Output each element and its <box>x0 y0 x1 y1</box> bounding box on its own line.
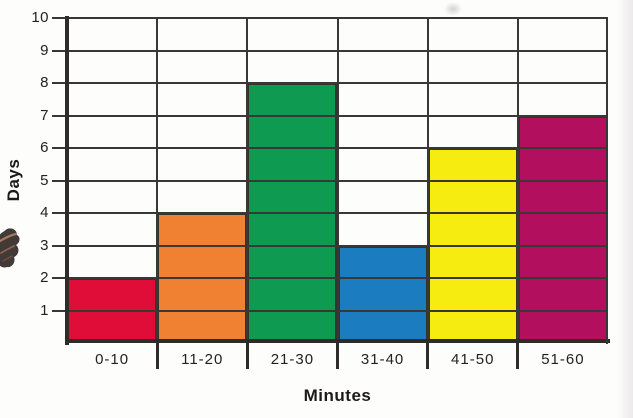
bar-31-40 <box>337 245 428 343</box>
x-category-label-41-50: 41-50 <box>451 351 495 368</box>
y-tick-10 <box>52 17 67 19</box>
plot-area: 1 2 3 4 5 6 7 8 9 10 0-10 11-20 21-30 31-40 41-50 51-60 <box>31 9 610 369</box>
gridline-x-2 <box>246 18 249 343</box>
y-tick-7 <box>52 114 67 117</box>
y-tick-label-6: 6 <box>40 139 49 156</box>
y-tick-4 <box>52 212 67 214</box>
y-tick-label-4: 4 <box>40 204 49 221</box>
plot-right-border <box>606 17 608 344</box>
x-axis-line <box>65 339 610 343</box>
scan-edge-shadow <box>617 0 633 418</box>
y-tick-9 <box>52 49 67 52</box>
scan-spot-artifact <box>444 2 462 16</box>
y-tick-label-10: 10 <box>31 9 49 26</box>
x-category-label-0-10: 0-10 <box>95 351 130 368</box>
x-tick-4 <box>426 343 430 369</box>
y-tick-label-5: 5 <box>40 171 49 189</box>
x-category-label-21-30: 21-30 <box>270 351 315 368</box>
y-tick-6 <box>52 147 67 149</box>
gridline-x-4 <box>426 18 429 343</box>
gridline-x-1 <box>156 18 159 343</box>
x-tick-2 <box>245 343 249 369</box>
gridline-x-3 <box>336 18 339 343</box>
y-tick-label-7: 7 <box>40 106 49 124</box>
y-tick-label-1: 1 <box>40 301 49 319</box>
x-category-label-31-40: 31-40 <box>360 351 405 368</box>
x-axis-title: Minutes <box>303 386 372 405</box>
ink-smudge-artifact <box>0 228 20 268</box>
x-tick-3 <box>336 343 339 369</box>
x-tick-1 <box>155 343 159 369</box>
y-axis-line <box>65 16 69 345</box>
x-category-label-51-60: 51-60 <box>541 351 585 368</box>
y-tick-8 <box>52 82 67 84</box>
y-tick-label-8: 8 <box>40 74 49 91</box>
gridline-x-5 <box>516 18 519 343</box>
y-tick-1 <box>52 309 67 312</box>
y-tick-label-9: 9 <box>40 41 49 59</box>
y-tick-label-2: 2 <box>40 269 49 286</box>
x-tick-5 <box>516 343 520 369</box>
y-tick-3 <box>52 244 67 247</box>
y-tick-label-3: 3 <box>40 236 49 254</box>
y-tick-2 <box>52 277 67 279</box>
x-category-label-11-20: 11-20 <box>181 351 224 368</box>
y-tick-5 <box>52 179 67 182</box>
